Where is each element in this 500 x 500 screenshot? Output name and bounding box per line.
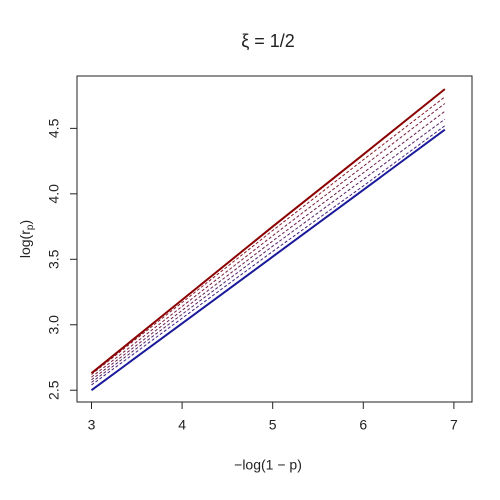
y-tick-label: 3.0 — [46, 315, 62, 335]
x-tick-label: 5 — [269, 417, 277, 433]
y-label-part: log(r — [17, 230, 33, 258]
series-line — [91, 96, 446, 375]
series-line — [91, 118, 446, 383]
series-line — [91, 110, 446, 381]
x-tick-label: 6 — [359, 417, 367, 433]
x-tick-label: 4 — [178, 417, 186, 433]
y-tick-label: 2.5 — [46, 380, 62, 400]
y-tick-label: 4.0 — [46, 184, 62, 204]
x-tick-label: 7 — [450, 417, 458, 433]
x-axis-label: −log(1 − p) — [234, 457, 302, 473]
y-label-sub: p — [25, 224, 36, 230]
series-line — [91, 125, 446, 386]
series-line — [91, 103, 446, 378]
x-tick-label: 3 — [88, 417, 96, 433]
chart-title: ξ = 1/2 — [241, 31, 295, 51]
y-label-part: ) — [17, 220, 33, 225]
y-tick-label: 3.5 — [46, 249, 62, 269]
y-axis-label: log(rp) — [17, 220, 36, 258]
y-tick-label: 4.5 — [46, 118, 62, 138]
series-line — [90, 128, 446, 392]
plot-box — [76, 75, 473, 403]
series-line — [90, 88, 446, 374]
